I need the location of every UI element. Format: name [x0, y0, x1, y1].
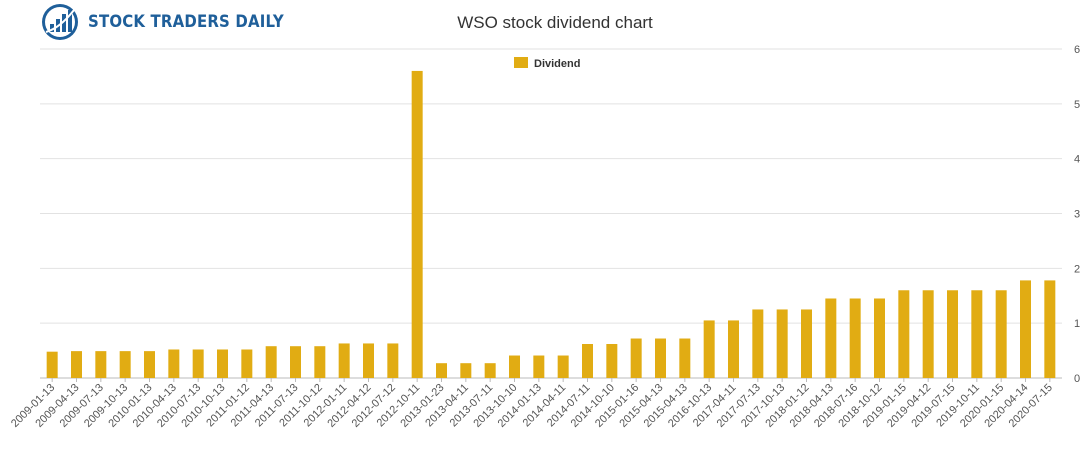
bar-2013-07-11 — [484, 363, 496, 378]
bar-2011-04-13 — [265, 346, 277, 378]
bar-2009-01-13 — [46, 351, 58, 378]
bar-2017-10-13 — [776, 309, 788, 378]
bar-2014-04-11 — [557, 355, 569, 378]
bar-2012-10-11 — [411, 70, 423, 379]
bar-2015-01-16 — [630, 338, 642, 378]
y-tick-label: 5 — [1074, 99, 1080, 111]
bar-2011-10-12 — [314, 346, 326, 378]
bar-chart-globe-icon — [42, 4, 78, 40]
legend: Dividend — [514, 57, 580, 70]
y-tick-label: 6 — [1074, 44, 1080, 56]
y-tick-label: 0 — [1074, 373, 1080, 385]
y-tick-label: 1 — [1074, 318, 1080, 330]
grid-lines — [40, 48, 1062, 379]
bar-2018-10-12 — [874, 298, 885, 378]
bar-2009-07-13 — [95, 351, 107, 378]
bar-2010-01-13 — [144, 351, 155, 378]
bar-2015-04-13 — [655, 338, 666, 378]
y-tick-label: 3 — [1074, 209, 1080, 221]
bar-2012-01-11 — [338, 343, 350, 378]
bar-2016-10-13 — [703, 320, 715, 378]
bar-2014-07-11 — [582, 344, 593, 378]
bar-2020-07-15 — [1044, 280, 1056, 378]
bar-2018-07-16 — [849, 298, 861, 378]
legend-label-dividend: Dividend — [534, 58, 580, 70]
bar-2019-07-15 — [947, 290, 958, 378]
bar-2009-04-13 — [71, 351, 82, 378]
bar-2018-01-12 — [801, 309, 812, 378]
bar-2017-04-11 — [728, 320, 739, 378]
bar-2010-10-13 — [217, 349, 228, 378]
bar-2009-10-13 — [119, 351, 131, 378]
bar-2017-07-13 — [752, 309, 764, 378]
brand-name: STOCK TRADERS DAILY — [88, 12, 284, 32]
bar-2015-04-13 — [679, 338, 691, 378]
y-axis-ticks: 0 1 2 3 4 5 6 — [1074, 44, 1080, 385]
bar-2019-04-12 — [922, 290, 934, 378]
bar-2019-10-11 — [971, 290, 983, 378]
brand-logo: STOCK TRADERS DAILY — [40, 2, 311, 42]
bar-2020-01-15 — [995, 290, 1007, 378]
bar-2011-07-13 — [290, 346, 301, 378]
bar-2012-04-12 — [363, 343, 374, 378]
bar-2014-01-13 — [533, 355, 545, 378]
bar-2018-04-13 — [825, 298, 837, 378]
bar-series-dividend — [46, 70, 1056, 379]
bar-2010-07-13 — [192, 349, 204, 378]
y-tick-label: 4 — [1074, 154, 1080, 166]
legend-swatch-dividend — [514, 57, 528, 68]
bar-2019-01-15 — [898, 290, 910, 378]
chart-title: WSO stock dividend chart — [457, 13, 653, 32]
bar-2020-04-14 — [1020, 280, 1031, 378]
bar-2012-07-12 — [387, 343, 399, 378]
bar-2010-04-13 — [168, 349, 180, 378]
bar-2013-10-10 — [509, 355, 520, 378]
bar-2013-01-23 — [436, 363, 447, 378]
y-tick-label: 2 — [1074, 263, 1080, 275]
x-axis-ticks: 2009-01-132009-04-132009-07-132009-10-13… — [9, 378, 1055, 430]
bar-2013-04-11 — [460, 363, 472, 378]
bar-2011-01-12 — [241, 349, 253, 378]
bar-2014-10-10 — [606, 344, 618, 378]
